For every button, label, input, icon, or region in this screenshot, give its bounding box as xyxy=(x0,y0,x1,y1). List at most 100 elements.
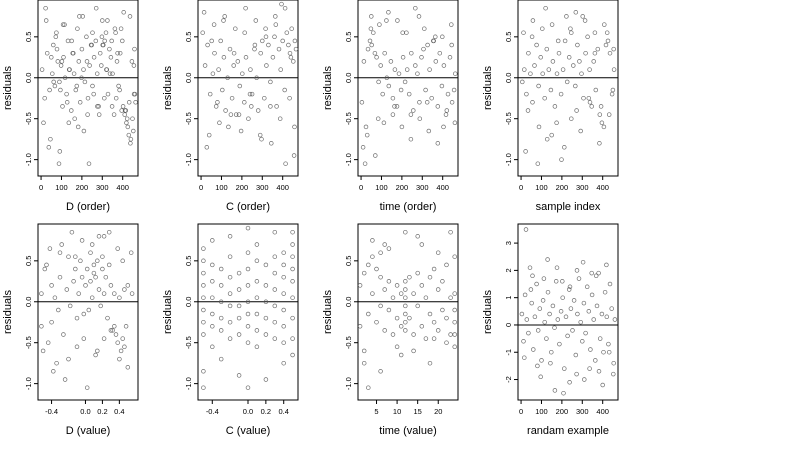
data-point xyxy=(580,259,586,265)
data-point xyxy=(75,26,80,31)
x-axis-label: C (value) xyxy=(226,425,271,437)
data-point xyxy=(48,136,53,142)
data-point xyxy=(77,100,83,105)
data-point xyxy=(39,67,45,72)
data-point xyxy=(378,274,383,280)
data-point xyxy=(245,340,251,345)
data-point xyxy=(288,55,294,60)
data-point xyxy=(395,18,400,23)
data-point xyxy=(382,242,387,247)
data-point xyxy=(283,161,288,166)
data-point xyxy=(129,291,135,296)
y-tick-label: 0.0 xyxy=(344,73,353,83)
x-tick-label: 15 xyxy=(413,407,421,416)
data-point xyxy=(254,242,260,247)
data-point xyxy=(74,83,80,89)
data-point xyxy=(369,14,374,19)
data-point xyxy=(521,339,526,344)
data-point xyxy=(404,30,409,35)
data-point xyxy=(125,365,131,370)
data-point xyxy=(112,26,118,31)
data-point xyxy=(386,279,392,284)
data-point xyxy=(227,303,233,309)
data-point xyxy=(452,120,458,126)
x-tick-label: 0 xyxy=(519,183,523,192)
data-point xyxy=(521,30,526,35)
data-point xyxy=(423,336,429,341)
data-point xyxy=(592,30,598,35)
data-point xyxy=(128,141,133,146)
data-point xyxy=(443,112,449,117)
data-point xyxy=(65,38,71,44)
data-point xyxy=(394,283,400,288)
data-point xyxy=(403,311,408,317)
data-point xyxy=(540,298,546,303)
data-point xyxy=(380,91,385,97)
data-point xyxy=(218,266,224,272)
data-point xyxy=(260,38,265,44)
y-tick-label: 0.5 xyxy=(24,32,33,42)
data-point xyxy=(44,262,49,268)
y-axis-label: residuals xyxy=(2,289,14,334)
data-point xyxy=(226,124,231,130)
data-point xyxy=(264,63,269,68)
data-point xyxy=(568,306,574,311)
data-point xyxy=(290,242,295,247)
data-point xyxy=(290,279,295,284)
x-tick-label: 200 xyxy=(556,407,569,416)
data-point xyxy=(120,104,126,109)
data-point xyxy=(584,284,590,290)
data-point xyxy=(51,42,56,48)
y-tick-label: 0.5 xyxy=(344,256,353,266)
data-point xyxy=(80,14,85,19)
data-point xyxy=(610,87,616,93)
data-point xyxy=(394,315,400,321)
data-point xyxy=(403,279,408,284)
data-point xyxy=(582,377,587,382)
data-point xyxy=(602,22,607,27)
scatter-panel-c-order: 0 100 200 300 400 -1.0 -0.5 0.0 0.5 C (order) resi… xyxy=(162,0,299,213)
data-point xyxy=(107,71,113,76)
data-point xyxy=(423,87,428,93)
data-point xyxy=(419,55,424,60)
data-point xyxy=(105,315,110,321)
data-point xyxy=(263,299,269,305)
data-point xyxy=(127,14,133,19)
data-point xyxy=(278,67,283,72)
data-point xyxy=(93,352,98,358)
data-point xyxy=(291,153,297,158)
y-tick-label: 2 xyxy=(504,268,513,272)
data-point xyxy=(449,22,454,27)
data-point xyxy=(115,50,120,56)
data-point xyxy=(277,116,283,121)
data-point xyxy=(576,276,582,281)
data-point xyxy=(550,303,556,309)
data-point xyxy=(426,128,432,134)
data-point xyxy=(530,100,535,105)
data-point xyxy=(435,104,441,109)
data-point xyxy=(122,112,127,117)
data-point xyxy=(47,87,52,93)
data-point xyxy=(81,336,87,341)
data-point xyxy=(548,360,553,366)
data-point xyxy=(574,371,579,377)
data-point xyxy=(419,324,425,329)
data-point xyxy=(536,124,542,130)
data-point xyxy=(587,366,592,371)
data-point xyxy=(233,26,238,31)
data-point xyxy=(431,319,437,325)
data-point xyxy=(435,141,441,146)
y-tick-label: 0 xyxy=(504,323,513,327)
data-point xyxy=(272,336,278,341)
y-axis-label: residuals xyxy=(482,289,494,334)
data-point xyxy=(559,157,564,162)
data-point xyxy=(532,314,538,320)
y-axis-label: residuals xyxy=(322,289,334,334)
plot-frame xyxy=(37,0,139,177)
data-point xyxy=(51,369,56,374)
data-point xyxy=(375,116,381,121)
data-point xyxy=(102,38,107,44)
data-point xyxy=(91,55,97,60)
data-point xyxy=(101,234,107,239)
data-point xyxy=(567,284,573,290)
